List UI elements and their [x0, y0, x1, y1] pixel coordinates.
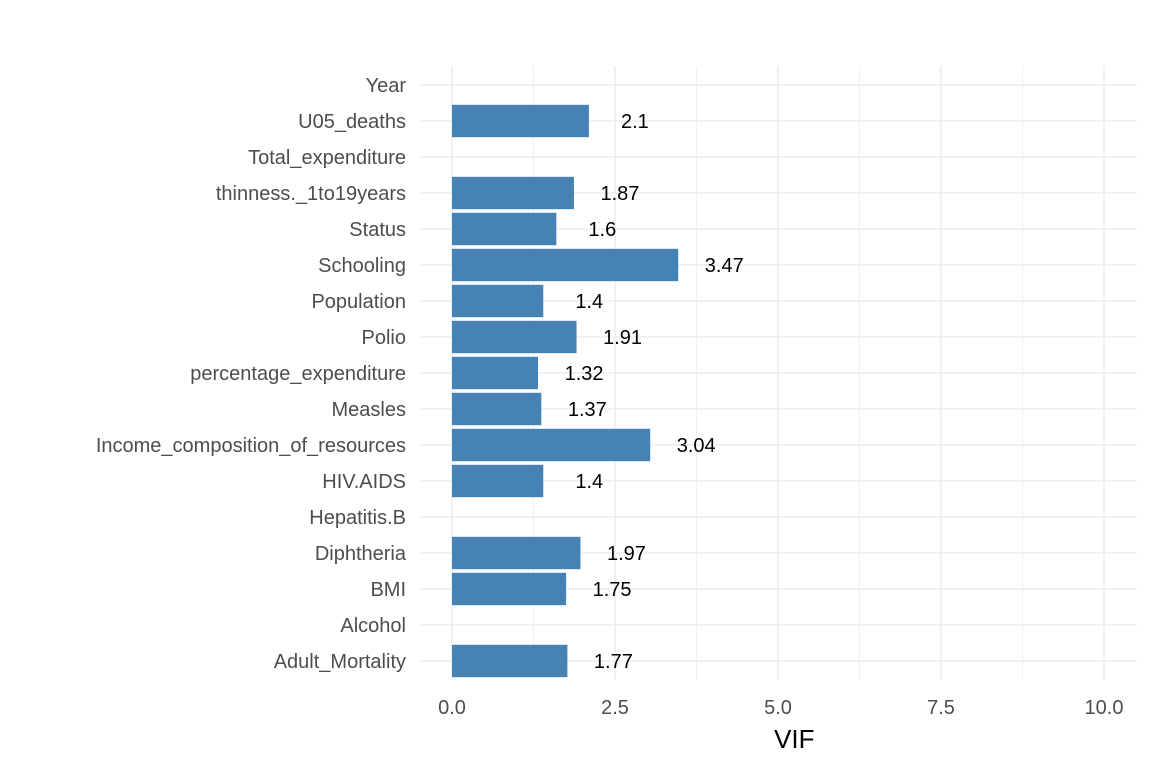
value-label: 1.97	[607, 543, 646, 565]
category-label: Measles	[332, 399, 406, 421]
bar	[452, 248, 679, 282]
bar	[452, 536, 581, 570]
category-label: Schooling	[318, 255, 406, 277]
value-label: 1.4	[575, 471, 603, 493]
x-tick-label: 2.5	[601, 697, 629, 719]
x-axis-title: VIF	[774, 724, 814, 754]
category-label: U05_deaths	[298, 111, 406, 133]
bar	[452, 104, 589, 138]
x-tick-labels: 0.0 2.5 5.0 7.5 10.0	[438, 697, 1123, 719]
bar	[452, 392, 542, 426]
bar	[452, 176, 574, 210]
category-label: Alcohol	[340, 615, 406, 637]
category-label: Income_composition_of_resources	[96, 435, 406, 457]
value-labels: 2.11.871.63.471.41.911.321.373.041.41.97…	[565, 111, 744, 673]
bar	[452, 356, 539, 390]
category-label: Population	[311, 291, 406, 313]
category-label: BMI	[370, 579, 406, 601]
bar	[452, 320, 577, 354]
value-label: 2.1	[621, 111, 649, 133]
x-tick-label: 10.0	[1085, 697, 1124, 719]
category-label: Diphtheria	[315, 543, 407, 565]
category-label: Total_expenditure	[248, 147, 406, 169]
category-label: HIV.AIDS	[322, 471, 406, 493]
value-label: 3.04	[677, 435, 716, 457]
x-tick-label: 5.0	[764, 697, 792, 719]
value-label: 1.32	[565, 363, 604, 385]
bar	[452, 572, 567, 606]
value-label: 1.77	[594, 651, 633, 673]
bars	[452, 104, 679, 678]
category-label: Hepatitis.B	[309, 507, 406, 529]
value-label: 1.75	[593, 579, 632, 601]
bar	[452, 212, 557, 246]
category-label: Status	[349, 219, 406, 241]
x-tick-label: 7.5	[927, 697, 955, 719]
bar	[452, 284, 544, 318]
category-labels: Year U05_deaths Total_expenditure thinness.…	[96, 75, 407, 673]
category-label: percentage_expenditure	[190, 363, 406, 385]
category-label: Year	[366, 75, 407, 97]
value-label: 1.37	[568, 399, 607, 421]
x-tick-label: 0.0	[438, 697, 466, 719]
category-label: thinness._1to19years	[216, 183, 406, 205]
bar	[452, 464, 544, 498]
value-label: 1.6	[588, 219, 616, 241]
bar	[452, 644, 568, 678]
value-label: 3.47	[705, 255, 744, 277]
value-label: 1.87	[600, 183, 639, 205]
value-label: 1.4	[575, 291, 603, 313]
value-label: 1.91	[603, 327, 642, 349]
bar	[452, 428, 651, 462]
category-label: Polio	[362, 327, 406, 349]
category-label: Adult_Mortality	[274, 651, 406, 673]
